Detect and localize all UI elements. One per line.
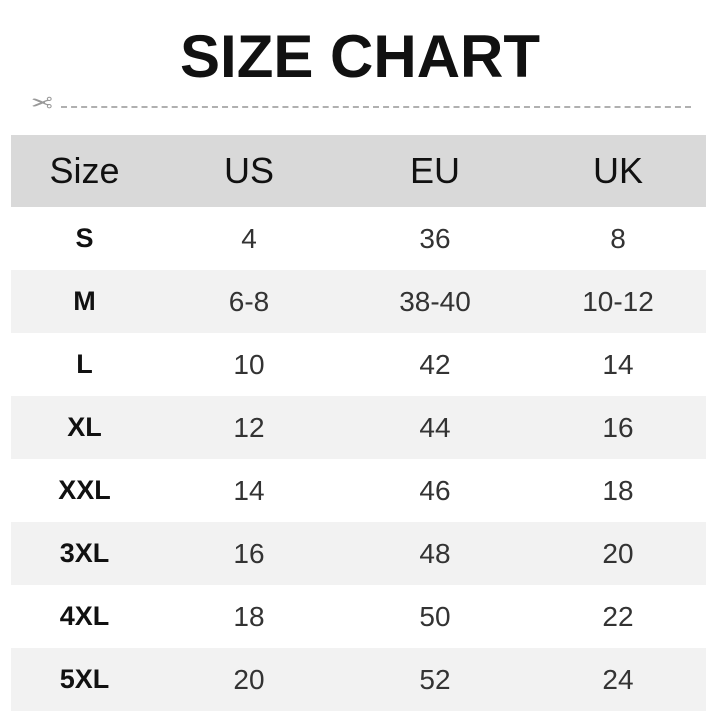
cell-eu: 50	[419, 600, 451, 632]
cell-eu: 48	[340, 522, 530, 585]
cell-us: 14	[233, 474, 265, 506]
cell-us: 20	[158, 648, 340, 711]
cell-uk: 16	[530, 396, 706, 459]
cell-eu: 38-40	[340, 270, 530, 333]
cell-size: 5XL	[11, 648, 158, 711]
cell-eu: 46	[419, 474, 451, 506]
page-title: SIZE CHART	[180, 23, 540, 90]
cell-uk: 10-12	[530, 270, 706, 333]
cell-us: 18	[233, 600, 265, 632]
cell-uk: 20	[530, 522, 706, 585]
cell-size: S	[75, 223, 94, 253]
cell-uk: 8	[610, 222, 626, 254]
cell-eu: 42	[419, 348, 451, 380]
table-row: L 10 42 14	[11, 333, 706, 396]
header-size: Size	[11, 135, 158, 207]
cell-us: 12	[158, 396, 340, 459]
table-header-row: Size US EU UK	[11, 135, 706, 207]
cell-size: XXL	[58, 475, 111, 505]
cell-size: M	[11, 270, 158, 333]
table-row: M 6-8 38-40 10-12	[11, 270, 706, 333]
size-table: Size US EU UK S 4 36 8 M 6-8 38-40 10-12 L 10 42 14…	[11, 135, 706, 711]
scissors-icon: ✂	[31, 88, 53, 118]
cell-eu: 36	[419, 222, 451, 254]
cell-us: 6-8	[158, 270, 340, 333]
cell-size: XL	[11, 396, 158, 459]
header-uk: UK	[530, 135, 706, 207]
table-row: S 4 36 8	[11, 207, 706, 270]
cell-uk: 22	[602, 600, 634, 632]
cell-us: 4	[241, 222, 257, 254]
cell-size: 4XL	[59, 601, 110, 631]
header-eu: EU	[340, 135, 530, 207]
cell-eu: 52	[340, 648, 530, 711]
table-row: XL 12 44 16	[11, 396, 706, 459]
cell-uk: 18	[602, 474, 634, 506]
cell-uk: 24	[530, 648, 706, 711]
cell-size: 3XL	[11, 522, 158, 585]
cut-line: ✂	[31, 88, 691, 118]
table-row: 3XL 16 48 20	[11, 522, 706, 585]
cell-us: 16	[158, 522, 340, 585]
cell-uk: 14	[602, 348, 634, 380]
dashed-divider	[61, 106, 691, 108]
cell-us: 10	[233, 348, 265, 380]
table-row: 4XL 18 50 22	[11, 585, 706, 648]
header-us: US	[158, 135, 340, 207]
cell-size: L	[76, 349, 93, 379]
table-row: 5XL 20 52 24	[11, 648, 706, 711]
cell-eu: 44	[340, 396, 530, 459]
table-row: XXL 14 46 18	[11, 459, 706, 522]
